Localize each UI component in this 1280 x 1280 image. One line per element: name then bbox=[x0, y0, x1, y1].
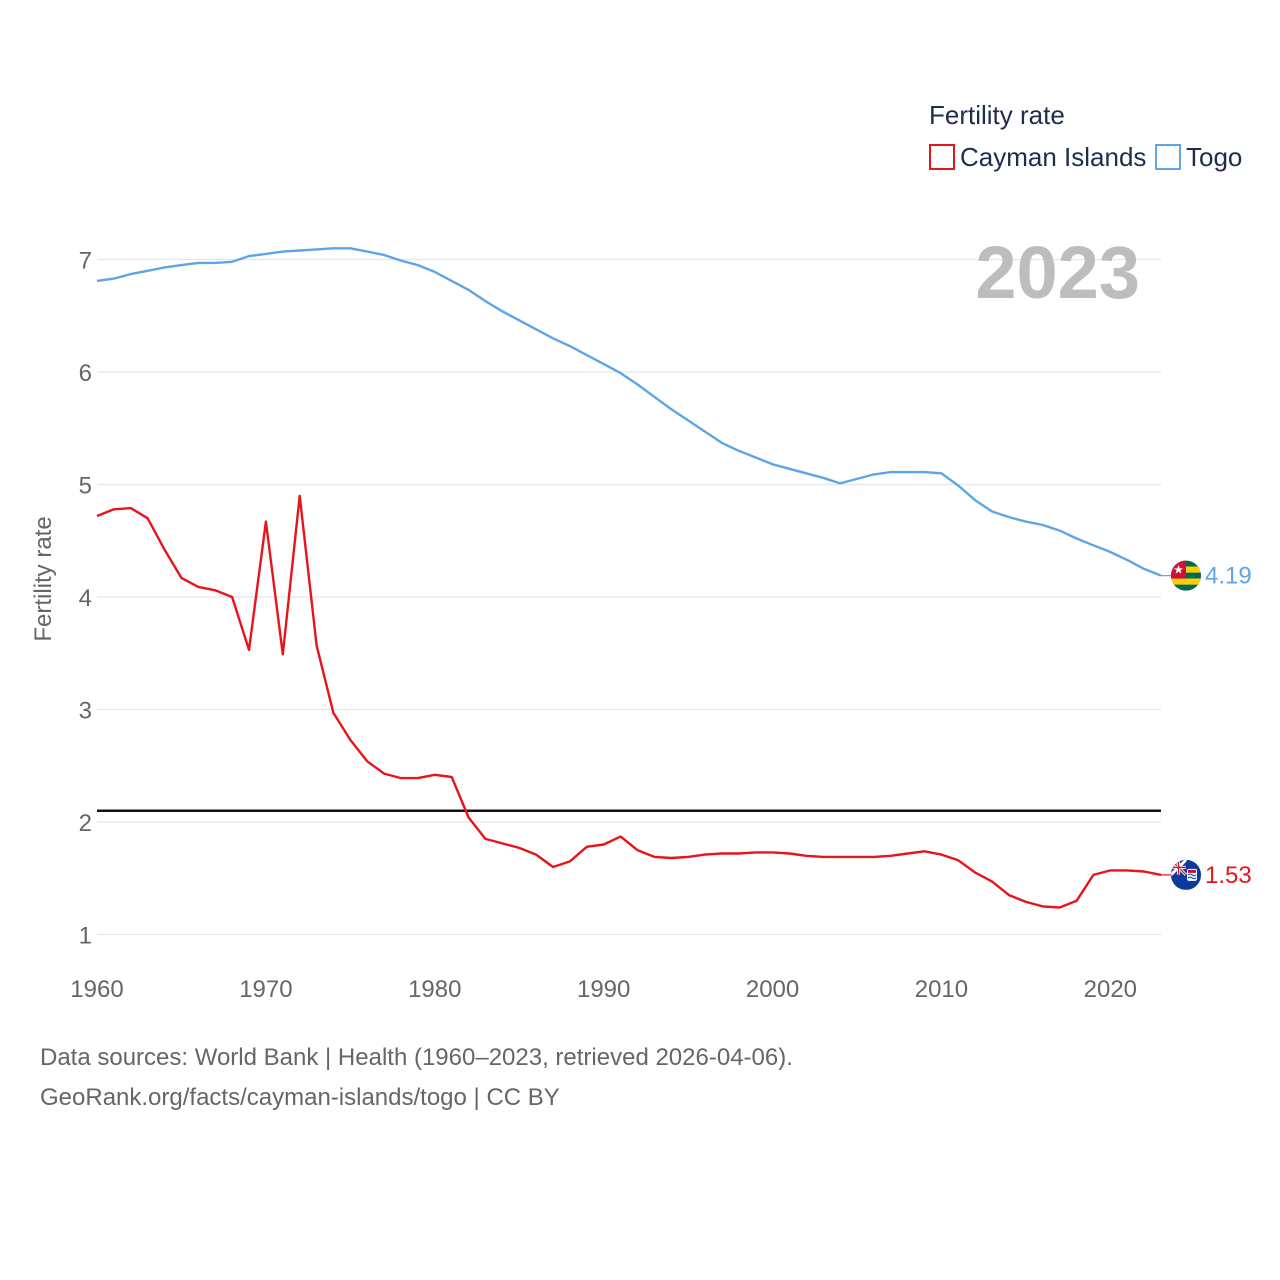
x-tick-label: 1970 bbox=[239, 976, 292, 1003]
legend-label-togo: Togo bbox=[1186, 142, 1242, 172]
legend-item-cayman-islands[interactable]: Cayman Islands bbox=[929, 142, 1146, 172]
y-axis-title: Fertility rate bbox=[30, 516, 57, 641]
x-tick-label: 1980 bbox=[408, 976, 461, 1003]
y-tick-label: 6 bbox=[79, 360, 92, 387]
x-tick-label: 2020 bbox=[1084, 976, 1137, 1003]
y-tick-label: 7 bbox=[79, 248, 92, 275]
legend-swatch-cayman-islands bbox=[929, 144, 955, 170]
x-tick-label: 1990 bbox=[577, 976, 630, 1003]
y-tick-label: 2 bbox=[79, 810, 92, 837]
y-tick-label: 1 bbox=[79, 923, 92, 950]
year-label: 2023 bbox=[975, 231, 1140, 314]
legend-swatch-togo bbox=[1155, 144, 1181, 170]
y-axis-ticks: 1 2 3 4 5 6 7 bbox=[79, 248, 92, 950]
data-source-line: Data sources: World Bank | Health (1960–… bbox=[40, 1044, 793, 1071]
end-value-label-togo: 4.19 bbox=[1205, 563, 1252, 590]
cayman-islands-flag-icon bbox=[1170, 859, 1202, 891]
legend-item-togo[interactable]: Togo bbox=[1155, 142, 1242, 172]
series-line-cayman-islands[interactable] bbox=[96, 494, 1162, 909]
y-tick-label: 5 bbox=[79, 473, 92, 500]
series-lines bbox=[96, 247, 1162, 909]
series-line-togo[interactable] bbox=[96, 247, 1162, 577]
y-tick-label: 3 bbox=[79, 698, 92, 725]
legend: Fertility rate Cayman Islands Togo bbox=[929, 100, 1242, 172]
x-tick-label: 2000 bbox=[746, 976, 799, 1003]
x-tick-label: 1960 bbox=[70, 976, 123, 1003]
x-tick-label: 2010 bbox=[915, 976, 968, 1003]
togo-flag-icon bbox=[1170, 560, 1202, 592]
end-value-label-cayman-islands: 1.53 bbox=[1205, 862, 1252, 889]
attribution-line[interactable]: GeoRank.org/facts/cayman-islands/togo | … bbox=[40, 1084, 560, 1111]
x-axis-ticks: 1960 1970 1980 1990 2000 2010 2020 bbox=[70, 976, 1137, 1003]
series-end-markers: 1.53 4.19 bbox=[1161, 560, 1252, 891]
y-tick-label: 4 bbox=[79, 585, 92, 612]
legend-label-cayman-islands: Cayman Islands bbox=[960, 142, 1146, 172]
legend-title: Fertility rate bbox=[929, 100, 1065, 130]
